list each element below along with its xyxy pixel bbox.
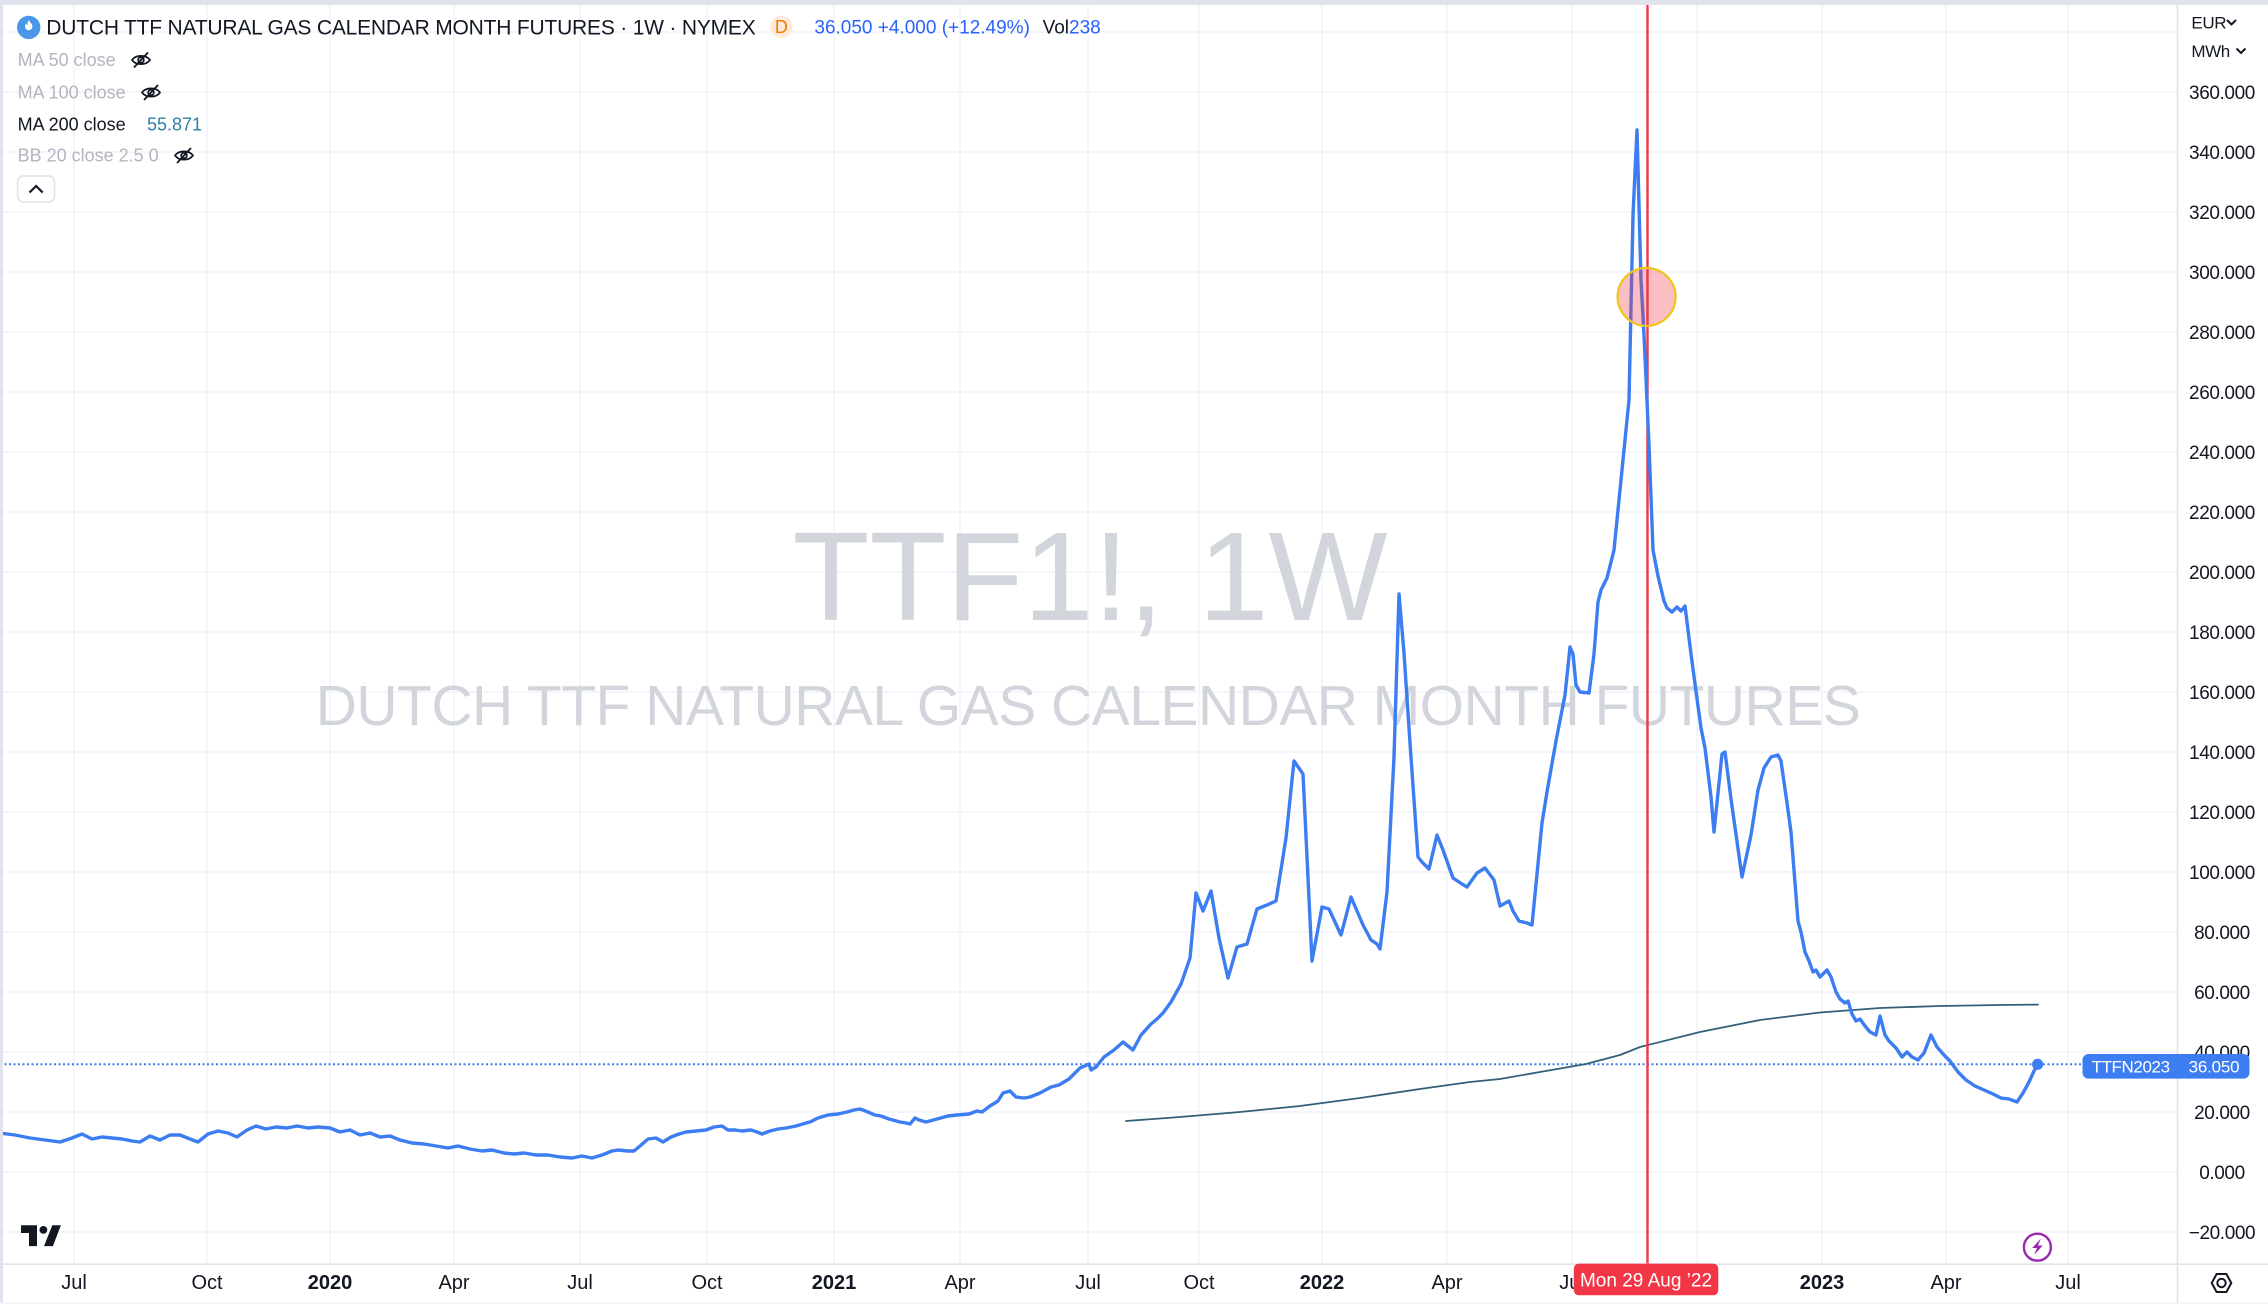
svg-text:D: D [775, 17, 788, 37]
svg-text:Oct: Oct [191, 1272, 223, 1294]
svg-text:140.000: 140.000 [2189, 743, 2255, 764]
svg-text:100.000: 100.000 [2189, 863, 2255, 884]
svg-text:2021: 2021 [812, 1272, 857, 1294]
svg-text:Mon 29 Aug ’22: Mon 29 Aug ’22 [1580, 1271, 1712, 1292]
svg-text:−20.000: −20.000 [2189, 1223, 2255, 1244]
svg-text:340.000: 340.000 [2189, 143, 2255, 164]
svg-text:Apr: Apr [1431, 1272, 1462, 1294]
svg-text:2023: 2023 [1800, 1272, 1845, 1294]
svg-text:2022: 2022 [1300, 1272, 1345, 1294]
svg-text:36.050: 36.050 [2189, 1058, 2240, 1077]
svg-text:DUTCH TTF NATURAL GAS CALENDAR: DUTCH TTF NATURAL GAS CALENDAR MONTH FUT… [316, 674, 1861, 738]
svg-text:Jul: Jul [567, 1272, 593, 1294]
svg-text:238: 238 [1069, 18, 1101, 39]
svg-text:Apr: Apr [1930, 1272, 1961, 1294]
svg-text:MWh: MWh [2191, 42, 2229, 61]
svg-text:200.000: 200.000 [2189, 563, 2255, 584]
svg-text:2020: 2020 [308, 1272, 353, 1294]
svg-text:260.000: 260.000 [2189, 383, 2255, 404]
svg-text:180.000: 180.000 [2189, 623, 2255, 644]
svg-text:Jul: Jul [61, 1272, 87, 1294]
svg-text:240.000: 240.000 [2189, 443, 2255, 464]
svg-text:36.050 +4.000 (+12.49%): 36.050 +4.000 (+12.49%) [814, 18, 1030, 39]
svg-text:80.000: 80.000 [2194, 923, 2250, 944]
svg-text:220.000: 220.000 [2189, 503, 2255, 524]
svg-text:300.000: 300.000 [2189, 263, 2255, 284]
svg-text:Jul: Jul [1075, 1272, 1101, 1294]
svg-text:280.000: 280.000 [2189, 323, 2255, 344]
svg-text:Apr: Apr [438, 1272, 469, 1294]
svg-text:MA 200 close: MA 200 close [18, 115, 126, 135]
svg-text:160.000: 160.000 [2189, 683, 2255, 704]
svg-text:Vol: Vol [1043, 18, 1069, 39]
svg-text:0.000: 0.000 [2199, 1163, 2245, 1184]
svg-text:TTFN2023: TTFN2023 [2092, 1058, 2170, 1077]
svg-text:360.000: 360.000 [2189, 83, 2255, 104]
svg-text:60.000: 60.000 [2194, 983, 2250, 1004]
svg-text:TTF1!, 1W: TTF1!, 1W [793, 506, 1388, 647]
svg-text:DUTCH TTF NATURAL GAS CALENDAR: DUTCH TTF NATURAL GAS CALENDAR MONTH FUT… [46, 17, 755, 40]
svg-text:320.000: 320.000 [2189, 203, 2255, 224]
svg-text:55.871: 55.871 [147, 115, 202, 135]
svg-text:Oct: Oct [691, 1272, 723, 1294]
svg-text:120.000: 120.000 [2189, 803, 2255, 824]
svg-text:20.000: 20.000 [2194, 1103, 2250, 1124]
svg-text:BB 20 close 2.5 0: BB 20 close 2.5 0 [18, 146, 159, 166]
svg-text:MA 100 close: MA 100 close [18, 83, 126, 103]
svg-text:Oct: Oct [1183, 1272, 1215, 1294]
svg-text:MA 50 close: MA 50 close [18, 50, 116, 70]
svg-text:Jul: Jul [2055, 1272, 2081, 1294]
svg-text:EUR: EUR [2191, 14, 2226, 33]
svg-text:Apr: Apr [944, 1272, 975, 1294]
